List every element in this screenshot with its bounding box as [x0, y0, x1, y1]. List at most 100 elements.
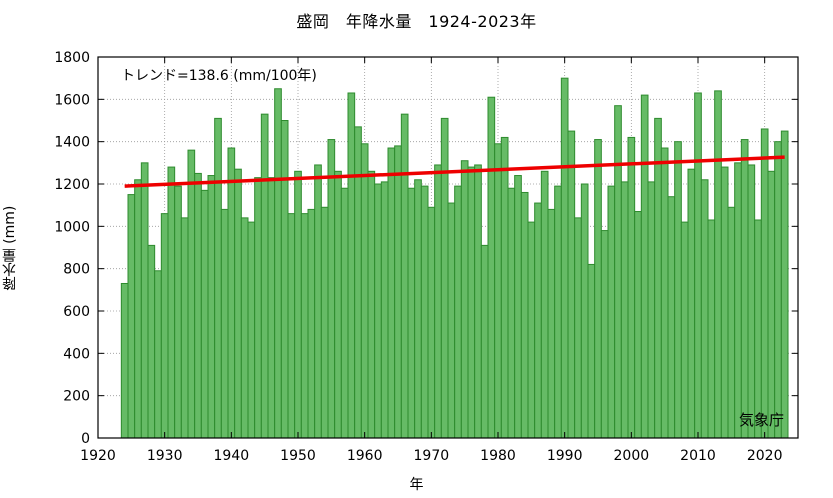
bar-1946 — [267, 177, 276, 439]
bar-2007 — [674, 141, 682, 439]
bar-1959 — [354, 126, 362, 439]
bar-1988 — [547, 208, 556, 439]
bar-1930 — [160, 213, 169, 439]
bar-1978 — [480, 244, 489, 439]
bar-1954 — [320, 206, 329, 439]
bar-1986 — [534, 202, 542, 439]
y-tick-label: 600 — [63, 304, 90, 320]
bar-1936 — [200, 189, 209, 439]
bar-1924 — [120, 282, 129, 439]
bar-1990 — [560, 77, 569, 439]
bar-2012 — [707, 219, 716, 439]
bar-1951 — [300, 213, 309, 439]
axes: 1920 1930 1940 1950 1960 1970 1980 1990 2000 2010… — [54, 50, 799, 464]
x-tick-label: 1980 — [480, 448, 516, 464]
bars — [120, 77, 789, 439]
bar-1950 — [294, 170, 302, 439]
bar-2022 — [774, 141, 782, 439]
bar-1956 — [334, 170, 342, 439]
bar-1999 — [620, 181, 629, 439]
bar-1958 — [347, 92, 356, 439]
bar-1963 — [380, 181, 389, 439]
bar-1926 — [134, 179, 142, 439]
bar-1970 — [427, 206, 436, 439]
bar-1945 — [260, 113, 269, 439]
bar-1979 — [487, 96, 496, 439]
bar-1943 — [247, 221, 256, 439]
bar-1932 — [174, 185, 182, 439]
x-tick-label: 1940 — [214, 448, 250, 464]
bar-1935 — [194, 172, 202, 439]
plot-frame — [97, 56, 799, 439]
bar-1987 — [540, 170, 549, 439]
bar-1952 — [307, 208, 316, 439]
bar-2004 — [654, 117, 662, 439]
x-tick-label: 1990 — [547, 448, 583, 464]
chart-title: 盛岡 年降水量 1924-2023年 — [296, 12, 537, 31]
bar-1955 — [327, 139, 336, 439]
bar-1980 — [494, 143, 502, 439]
bar-2011 — [700, 179, 709, 439]
bar-2008 — [680, 221, 689, 439]
bar-1977 — [474, 164, 482, 439]
bar-2002 — [640, 94, 649, 439]
bar-1933 — [180, 217, 189, 439]
bar-2021 — [767, 170, 776, 439]
bar-2020 — [760, 128, 769, 439]
y-tick-label: 400 — [63, 346, 90, 362]
bar-2018 — [747, 164, 756, 439]
x-tick-label: 1960 — [347, 448, 383, 464]
trend-line-group — [124, 155, 785, 188]
bar-1962 — [374, 183, 382, 439]
bar-1965 — [394, 145, 402, 439]
bar-1989 — [554, 185, 562, 439]
bar-2010 — [694, 92, 702, 439]
x-tick-label: 1970 — [414, 448, 450, 464]
bar-1998 — [614, 105, 622, 439]
bar-1927 — [140, 162, 149, 439]
bar-1944 — [254, 177, 262, 439]
bar-1953 — [314, 164, 322, 439]
bar-2000 — [627, 136, 636, 439]
bar-1966 — [400, 113, 409, 439]
bar-1964 — [387, 147, 396, 439]
bar-1997 — [607, 185, 616, 439]
bar-1947 — [274, 88, 282, 439]
x-tick-label: 2020 — [747, 448, 783, 464]
y-tick-label: 200 — [63, 389, 90, 405]
bar-2001 — [634, 211, 642, 439]
bar-2023 — [780, 130, 789, 439]
bar-1934 — [187, 149, 196, 439]
bar-1971 — [434, 164, 442, 439]
bar-2019 — [754, 219, 762, 439]
bar-1985 — [527, 221, 536, 439]
bar-2013 — [714, 90, 722, 439]
bar-1957 — [340, 187, 349, 439]
bar-1972 — [440, 117, 449, 439]
bar-1968 — [414, 179, 422, 439]
y-tick-label: 800 — [63, 262, 90, 278]
bar-1931 — [167, 166, 176, 439]
y-tick-label: 1200 — [54, 177, 90, 193]
bar-1925 — [127, 194, 136, 439]
bar-1961 — [367, 170, 376, 439]
x-axis-label: 年 — [409, 477, 424, 493]
bar-1976 — [467, 166, 476, 439]
bar-1940 — [227, 147, 236, 439]
y-tick-label: 1000 — [54, 219, 90, 235]
bar-1975 — [460, 160, 469, 439]
bar-2005 — [660, 147, 669, 439]
source-label: 気象庁 — [739, 411, 784, 429]
trend-line — [124, 155, 785, 188]
bar-1994 — [587, 263, 596, 439]
bar-1969 — [420, 185, 429, 439]
bar-2006 — [667, 196, 676, 439]
bar-1939 — [220, 208, 229, 439]
bar-1974 — [454, 185, 462, 439]
bar-1949 — [287, 213, 296, 439]
bar-1948 — [280, 120, 289, 439]
x-tick-label: 1950 — [280, 448, 316, 464]
x-tick-label: 2000 — [614, 448, 650, 464]
y-tick-label: 1400 — [54, 135, 90, 151]
